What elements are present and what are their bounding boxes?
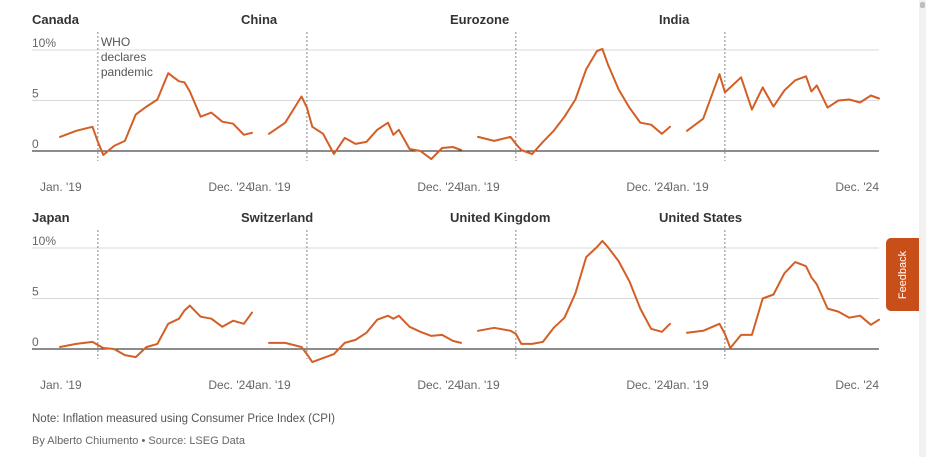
x-tick-start: Jan. '19 — [40, 180, 82, 194]
x-tick-end: Dec. '24 — [626, 378, 670, 392]
panel-title: Canada — [32, 12, 80, 27]
x-tick-end: Dec. '24 — [208, 378, 252, 392]
y-tick-label: 10% — [32, 36, 56, 50]
event-annotation-line: declares — [101, 50, 146, 64]
panel-united-states: United States Jan. '19 Dec. '24 — [659, 210, 880, 392]
byline-source: By Alberto Chiumento • Source: LSEG Data — [32, 435, 245, 447]
event-annotation-line: pandemic — [101, 65, 153, 79]
event-annotation-line: WHO — [101, 35, 130, 49]
panel-title: Japan — [32, 210, 70, 225]
panel-title: United Kingdom — [450, 210, 550, 225]
panel-eurozone: Eurozone Jan. '19 Dec. '24 — [450, 12, 671, 194]
x-tick-start: Jan. '19 — [667, 378, 709, 392]
series-line — [268, 314, 462, 364]
x-tick-end: Dec. '24 — [835, 378, 879, 392]
panel-united-kingdom: United Kingdom Jan. '19 Dec. '24 — [450, 210, 671, 392]
series-line — [686, 73, 880, 132]
y-tick-label: 5 — [32, 285, 39, 299]
panel-title: Switzerland — [241, 210, 313, 225]
x-tick-start: Jan. '19 — [249, 180, 291, 194]
feedback-button[interactable]: Feedback — [886, 238, 920, 311]
series-line — [477, 239, 671, 345]
x-tick-start: Jan. '19 — [667, 180, 709, 194]
panel-title: Eurozone — [450, 12, 509, 27]
panel-india: India Jan. '19 Dec. '24 — [659, 12, 880, 194]
panel-title: China — [241, 12, 278, 27]
x-tick-start: Jan. '19 — [458, 180, 500, 194]
footnote: Note: Inflation measured using Consumer … — [32, 413, 335, 425]
panel-switzerland: Switzerland Jan. '19 Dec. '24 — [241, 210, 462, 392]
x-tick-end: Dec. '24 — [626, 180, 670, 194]
x-tick-end: Dec. '24 — [208, 180, 252, 194]
x-tick-start: Jan. '19 — [249, 378, 291, 392]
panel-title: United States — [659, 210, 742, 225]
x-tick-start: Jan. '19 — [40, 378, 82, 392]
x-tick-end: Dec. '24 — [417, 378, 461, 392]
panel-title: India — [659, 12, 690, 27]
panel-china: China Jan. '19 Dec. '24 — [241, 12, 462, 194]
series-line — [59, 72, 253, 156]
y-tick-label: 0 — [32, 137, 39, 151]
series-line — [268, 95, 462, 161]
series-line — [686, 261, 880, 349]
x-tick-end: Dec. '24 — [835, 180, 879, 194]
x-tick-start: Jan. '19 — [458, 378, 500, 392]
y-tick-label: 10% — [32, 234, 56, 248]
scrollbar-track[interactable] — [919, 0, 926, 457]
panel-japan: Japan 10% 5 0 Jan. '19 Dec. '24 — [32, 210, 253, 392]
series-line — [477, 48, 671, 155]
y-tick-label: 5 — [32, 87, 39, 101]
y-tick-label: 0 — [32, 335, 39, 349]
x-tick-end: Dec. '24 — [417, 180, 461, 194]
series-line — [59, 304, 253, 359]
feedback-label: Feedback — [897, 250, 909, 299]
scrollbar-thumb[interactable] — [920, 2, 925, 8]
